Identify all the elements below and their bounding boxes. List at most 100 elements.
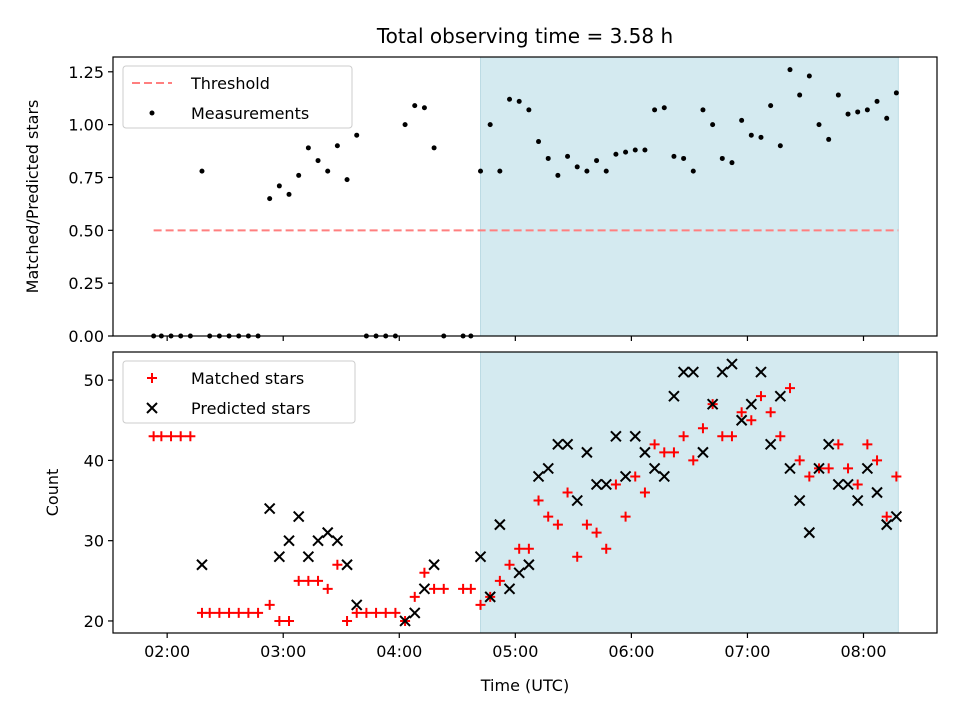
predicted-stars-point	[629, 430, 641, 443]
predicted-stars-point	[619, 470, 632, 483]
predicted-stars-point	[851, 494, 864, 507]
measurement-point	[431, 145, 437, 151]
measurement-point	[739, 117, 745, 123]
predicted-stars-point	[716, 366, 729, 378]
predicted-stars-point	[668, 390, 680, 402]
predicted-stars-point	[745, 398, 758, 410]
predicted-stars-point	[871, 486, 883, 499]
predicted-stars-point	[735, 414, 748, 426]
measurement-point	[729, 160, 735, 166]
matched-stars-point	[688, 455, 699, 466]
measurement-point	[516, 98, 522, 104]
predicted-stars-point	[292, 510, 305, 523]
matched-stars-point	[872, 455, 883, 466]
predicted-stars-point	[677, 366, 690, 378]
matched-stars-point	[293, 575, 304, 586]
y-tick-label: 1.25	[68, 63, 104, 82]
matched-stars-point	[659, 447, 670, 458]
measurement-point	[816, 122, 822, 128]
x-tick-label: 06:00	[608, 642, 654, 661]
measurement-point	[276, 183, 282, 189]
predicted-stars-point	[861, 462, 874, 475]
matched-stars-point	[185, 431, 196, 442]
top-panel: 0.00 0.25 0.50 0.75 1.00 1.25 Matched/Predicte…	[23, 56, 938, 346]
measurement-point	[536, 139, 542, 145]
matched-stars-point	[274, 615, 285, 626]
matched-stars-point	[630, 471, 641, 482]
matched-stars-point	[736, 407, 747, 418]
matched-stars-point	[390, 607, 401, 618]
matched-stars-point	[591, 527, 602, 538]
measurement-point	[603, 168, 609, 174]
measurement-point	[594, 158, 600, 164]
predicted-stars-point	[822, 438, 835, 451]
measurement-point	[555, 172, 561, 178]
measurement-point	[325, 168, 331, 174]
predicted-stars-point	[513, 567, 525, 579]
matched-stars-point	[620, 511, 631, 522]
y-tick-label: 0.25	[68, 274, 104, 293]
measurement-point	[797, 92, 803, 98]
measurement-point	[354, 132, 360, 138]
predicted-stars-point	[755, 366, 767, 378]
measurement-point	[777, 143, 783, 149]
matched-stars-point	[678, 431, 689, 442]
matched-stars-point	[717, 431, 728, 442]
predicted-stars-point	[803, 526, 816, 539]
measurement-point	[661, 105, 667, 111]
predicted-stars-point	[503, 583, 516, 595]
matched-stars-point	[552, 519, 563, 530]
predicted-stars-point	[273, 551, 286, 563]
predicted-stars-point	[542, 462, 554, 475]
measurement-point	[565, 153, 571, 159]
matched-stars-point	[562, 487, 573, 498]
matched-stars-point	[175, 431, 186, 442]
measurement-point	[835, 92, 841, 98]
matched-stars-point	[224, 607, 235, 618]
y-tick-label: 1.00	[68, 116, 104, 135]
matched-stars-point	[253, 607, 264, 618]
axes-frame	[112, 351, 938, 634]
chart-title: Total observing time = 3.58 h	[376, 24, 673, 48]
matched-stars-point	[572, 551, 583, 562]
predicted-stars-point	[312, 534, 324, 547]
measurement-point	[787, 67, 793, 73]
measurement-point	[845, 111, 851, 117]
y-tick-label: 0.75	[68, 168, 104, 187]
measurement-point	[768, 103, 774, 109]
measurement-point	[671, 153, 677, 159]
predicted-stars-point	[418, 583, 431, 595]
measurement-point	[574, 164, 580, 170]
measurement-point	[526, 107, 532, 113]
y-axis-label: Count	[43, 469, 62, 517]
measurement-point	[487, 122, 493, 128]
matched-stars-point	[862, 439, 873, 450]
matched-stars-point	[668, 447, 679, 458]
y-tick-label: 20	[84, 612, 104, 631]
predicted-stars-point	[648, 462, 661, 475]
matched-stars-point	[303, 575, 314, 586]
measurement-point	[884, 115, 890, 121]
measurement-point	[652, 107, 658, 113]
y-axis-label: Matched/Predicted stars	[23, 100, 42, 294]
axes-frame	[112, 56, 938, 337]
measurement-point	[402, 122, 408, 128]
matched-stars-point	[465, 583, 476, 594]
matched-stars-point	[204, 607, 215, 618]
matched-stars-point	[784, 383, 795, 394]
predicted-stars-point	[793, 494, 806, 507]
matched-stars-point	[494, 575, 505, 586]
x-tick-label: 07:00	[724, 642, 770, 661]
measurement-point	[632, 147, 638, 153]
measurement-point	[305, 145, 311, 151]
predicted-stars-point	[600, 478, 612, 491]
measurement-point	[315, 158, 321, 164]
measurement-point	[864, 107, 870, 113]
predicted-stars-point	[842, 478, 854, 491]
measurement-point	[623, 149, 629, 155]
predicted-stars-point	[571, 494, 583, 507]
predicted-stars-point	[263, 502, 276, 515]
predicted-stars-point	[639, 446, 651, 459]
measurement-point	[748, 132, 754, 138]
matched-stars-point	[342, 615, 353, 626]
